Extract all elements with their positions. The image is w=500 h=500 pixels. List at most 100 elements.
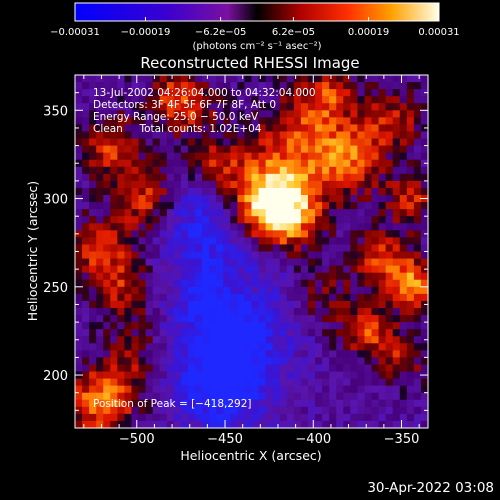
heatmap-cell: [343, 145, 351, 154]
heatmap-cell: [371, 131, 380, 140]
x-axis: −500 −450 −400 −350: [83, 75, 420, 447]
heatmap-cell: [75, 315, 83, 323]
heatmap-cell: [110, 195, 118, 203]
heatmap-cell: [336, 173, 344, 182]
heatmap-cell: [350, 329, 358, 337]
heatmap-cell: [272, 209, 281, 217]
heatmap-cell: [173, 244, 182, 253]
heatmap-cell: [420, 357, 429, 366]
heatmap-cell: [293, 195, 302, 203]
heatmap-cell: [378, 209, 387, 217]
heatmap-cell: [173, 336, 182, 344]
heatmap-cell: [230, 75, 238, 83]
heatmap-cell: [138, 103, 147, 111]
heatmap-cell: [230, 117, 238, 126]
heatmap-cell: [322, 180, 330, 189]
heatmap-cell: [187, 110, 196, 118]
heatmap-cell: [272, 124, 281, 133]
heatmap-cell: [159, 96, 168, 104]
heatmap-cell: [329, 357, 337, 366]
heatmap-cell: [343, 420, 351, 429]
heatmap-cell: [223, 322, 231, 330]
heatmap-cell: [216, 357, 224, 366]
heatmap-cell: [420, 166, 429, 175]
heatmap-cell: [124, 131, 133, 140]
heatmap-cell: [244, 230, 253, 238]
heatmap-cell: [89, 159, 97, 168]
heatmap-cell: [258, 117, 267, 126]
heatmap-cell: [399, 103, 408, 111]
heatmap-cell: [364, 166, 373, 175]
heatmap-cell: [117, 329, 126, 337]
heatmap-cell: [385, 209, 394, 217]
heatmap-cell: [75, 322, 83, 330]
heatmap-cell: [145, 216, 154, 224]
heatmap-cell: [110, 209, 118, 217]
heatmap-cell: [223, 307, 231, 316]
heatmap-cell: [138, 173, 147, 182]
heatmap-cell: [392, 329, 401, 337]
heatmap-cell: [124, 75, 133, 83]
heatmap-cell: [131, 258, 140, 267]
heatmap-cell: [202, 96, 210, 104]
heatmap-cell: [307, 89, 316, 97]
heatmap-cell: [202, 307, 210, 316]
heatmap-cell: [251, 223, 260, 231]
heatmap-cell: [413, 378, 422, 387]
heatmap-cell: [343, 406, 351, 415]
heatmap-cell: [300, 350, 309, 358]
heatmap-cell: [223, 209, 231, 217]
heatmap-cell: [75, 96, 83, 104]
heatmap-cell: [258, 110, 267, 118]
heatmap-cell: [187, 399, 196, 408]
heatmap-cell: [145, 399, 154, 408]
heatmap-cell: [258, 371, 267, 380]
heatmap-cell: [329, 406, 337, 415]
heatmap-cell: [378, 159, 387, 168]
heatmap-cell: [307, 343, 316, 351]
heatmap-cell: [336, 223, 344, 231]
heatmap-cell: [350, 223, 358, 231]
heatmap-cell: [152, 202, 161, 210]
heatmap-cell: [364, 110, 373, 118]
heatmap-cell: [110, 244, 118, 253]
heatmap-cell: [159, 173, 168, 182]
heatmap-cell: [420, 315, 429, 323]
heatmap-cell: [202, 138, 210, 147]
x-tick-label: −500: [119, 432, 155, 447]
heatmap-cell: [152, 371, 161, 380]
heatmap-cell: [96, 329, 104, 337]
heatmap-cell: [159, 230, 168, 238]
heatmap-cell: [272, 117, 281, 126]
heatmap-cell: [230, 96, 238, 104]
heatmap-cell: [209, 216, 217, 224]
heatmap-cell: [237, 82, 246, 90]
heatmap-cell: [209, 145, 217, 154]
heatmap-cell: [187, 300, 196, 309]
heatmap-cell: [230, 145, 238, 154]
heatmap-cell: [216, 131, 224, 140]
heatmap-cell: [173, 187, 182, 196]
heatmap-cell: [223, 159, 231, 168]
heatmap-cell: [110, 392, 118, 401]
heatmap-cell: [406, 216, 415, 224]
heatmap-cell: [258, 131, 267, 140]
heatmap-cell: [343, 399, 351, 408]
heatmap-cell: [279, 399, 288, 408]
heatmap-cell: [138, 329, 147, 337]
heatmap-cell: [173, 392, 182, 401]
heatmap-cell: [315, 110, 323, 118]
heatmap-cell: [406, 75, 415, 83]
heatmap-cell: [272, 159, 281, 168]
heatmap-cell: [343, 371, 351, 380]
heatmap-cell: [329, 82, 337, 90]
heatmap-cell: [237, 237, 246, 246]
heatmap-cell: [272, 244, 281, 253]
heatmap-cell: [159, 244, 168, 253]
heatmap-cell: [258, 286, 267, 295]
heatmap-cell: [131, 180, 140, 189]
heatmap-cell: [138, 343, 147, 351]
heatmap-cell: [357, 258, 366, 267]
heatmap-cell: [385, 237, 394, 246]
heatmap-cell: [307, 145, 316, 154]
